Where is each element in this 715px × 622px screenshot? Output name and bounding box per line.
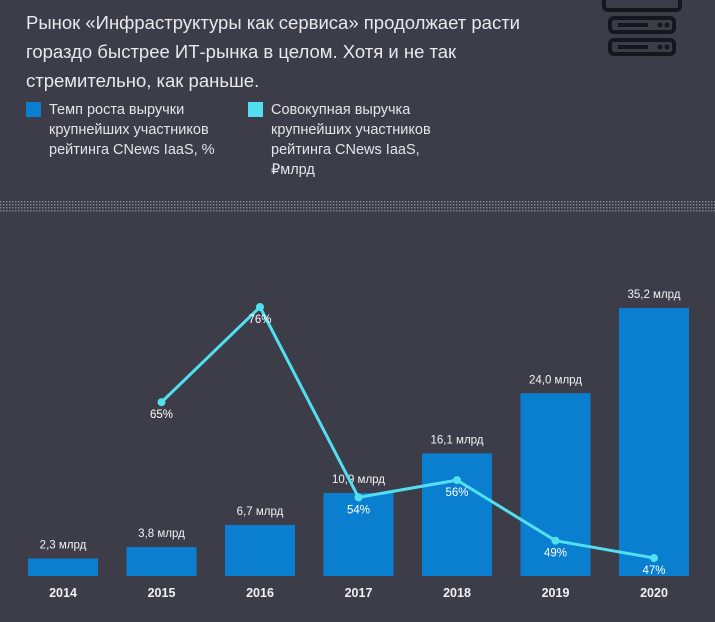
bar-2018 <box>422 453 492 576</box>
year-label-2018: 2018 <box>443 586 471 600</box>
legend-label-total-revenue: Совокупная выручка крупнейших участников… <box>271 102 431 178</box>
growth-label-2016: 76% <box>248 314 271 326</box>
bar-2020 <box>619 308 689 576</box>
dotted-divider <box>0 201 715 212</box>
growth-point-2016 <box>256 303 264 311</box>
legend-swatch-growth-rate <box>26 102 41 117</box>
growth-point-2017 <box>354 493 363 502</box>
year-label-2015: 2015 <box>148 586 176 600</box>
growth-point-2019 <box>551 536 560 545</box>
legend-swatch-total-revenue <box>248 102 263 117</box>
year-label-2020: 2020 <box>640 586 668 600</box>
legend-item-total-revenue: Совокупная выручка крупнейших участников… <box>248 100 449 180</box>
bar-value-label-2017: 10,9 млрд <box>332 474 385 486</box>
bar-value-label-2018: 16,1 млрд <box>430 434 483 446</box>
bar-2017 <box>323 493 394 576</box>
year-label-2019: 2019 <box>542 586 570 600</box>
server-icon <box>602 0 682 56</box>
bar-value-label-2014: 2,3 млрд <box>40 539 87 551</box>
growth-point-2018 <box>453 476 461 485</box>
bar-2015 <box>126 547 197 576</box>
growth-label-2015: 65% <box>150 409 173 421</box>
growth-point-2015 <box>157 398 166 407</box>
growth-label-2018: 56% <box>445 487 468 499</box>
growth-label-2017: 54% <box>347 504 370 516</box>
headline: Рынок «Инфраструктуры как сервиса» продо… <box>26 12 521 91</box>
bar-value-label-2020: 35,2 млрд <box>627 289 680 301</box>
bar-value-label-2015: 3,8 млрд <box>138 528 185 540</box>
bar-2014 <box>28 558 98 576</box>
bar-value-label-2016: 6,7 млрд <box>237 506 284 518</box>
legend-label-growth-rate: Темп роста выручки крупнейших участников… <box>49 102 215 158</box>
growth-point-2020 <box>650 554 658 562</box>
bar-value-label-2019: 24,0 млрд <box>529 374 582 386</box>
year-label-2016: 2016 <box>246 586 274 600</box>
growth-rate-line <box>160 305 655 560</box>
growth-label-2020: 47% <box>642 565 665 577</box>
year-label-2014: 2014 <box>49 586 77 600</box>
bar-2016 <box>225 524 295 576</box>
legend-item-growth-rate: Темп роста выручки крупнейших участников… <box>26 100 227 160</box>
year-label-2017: 2017 <box>345 586 373 600</box>
growth-label-2019: 49% <box>544 548 567 560</box>
revenue-chart: 2,3 млрд 2014 3,8 млрд 2015 6,7 млрд 2016 10,9… <box>28 289 689 600</box>
